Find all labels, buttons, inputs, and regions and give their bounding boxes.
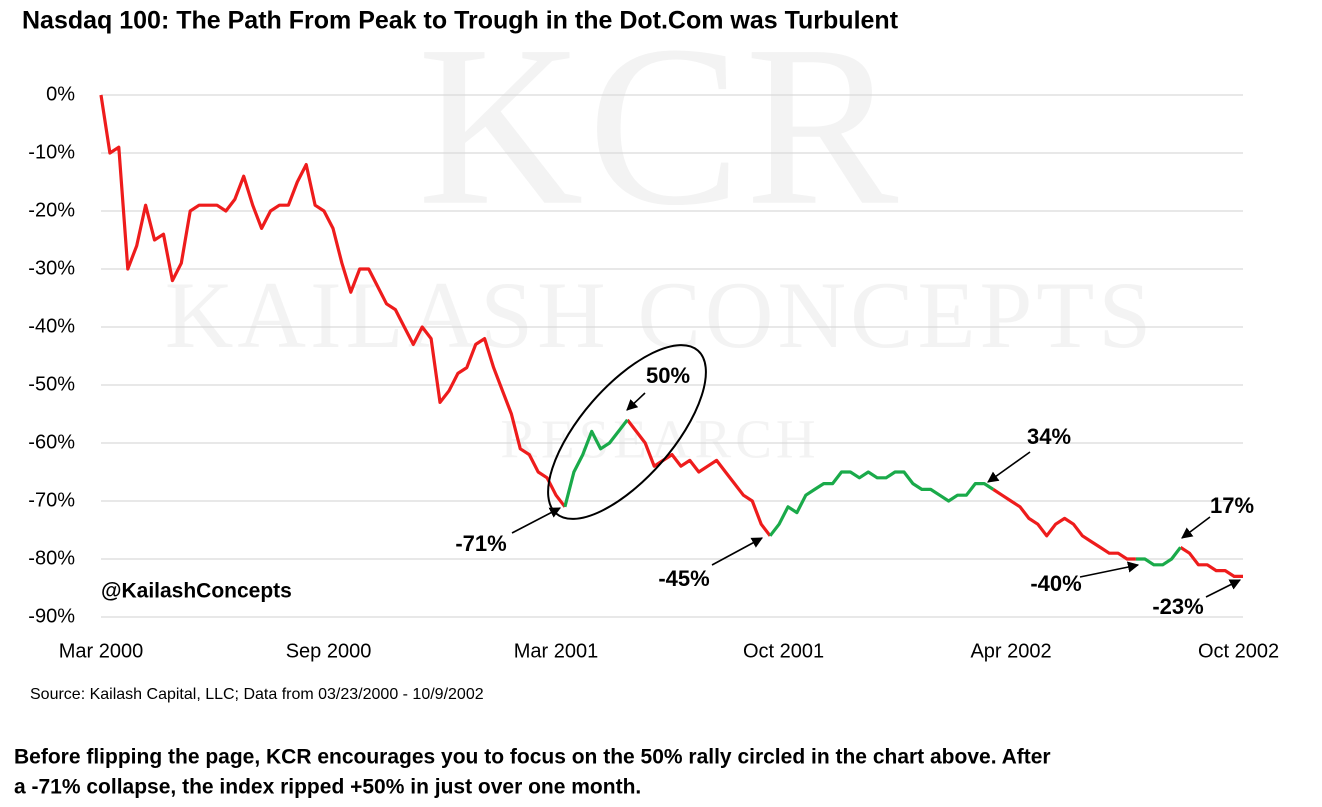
annotation-label: -45% bbox=[658, 566, 709, 591]
note-line: Before flipping the page, KCR encourages… bbox=[14, 746, 1051, 769]
annotation-label: 34% bbox=[1027, 424, 1071, 449]
annotation-arrow bbox=[987, 451, 1031, 483]
y-tick-label: -80% bbox=[28, 547, 75, 569]
y-tick-label: -10% bbox=[28, 141, 75, 163]
series-line bbox=[563, 418, 1182, 567]
chart-title: Nasdaq 100: The Path From Peak to Trough… bbox=[22, 7, 899, 35]
y-tick-label: -40% bbox=[28, 315, 75, 337]
lines bbox=[99, 94, 1243, 578]
y-tick-label: -30% bbox=[28, 257, 75, 279]
annotation-label: -40% bbox=[1030, 571, 1081, 596]
annotation-arrow bbox=[1079, 561, 1140, 578]
y-tick-label: -60% bbox=[28, 431, 75, 453]
annotation-arrow bbox=[1181, 516, 1211, 539]
annotation-label: -71% bbox=[455, 531, 506, 556]
watermark-text: KCR bbox=[418, 0, 903, 253]
x-tick-label: Apr 2002 bbox=[970, 640, 1051, 662]
annotation-arrow bbox=[1205, 579, 1242, 598]
y-tick-label: -90% bbox=[28, 605, 75, 627]
annotations: 50% -71% -45% 34% -40% 17% -23% bbox=[455, 344, 1254, 619]
annotation-arrow bbox=[711, 537, 763, 566]
y-tick-label: 0% bbox=[46, 83, 75, 105]
annotation-label: -23% bbox=[1152, 594, 1203, 619]
handle: @KailashConcepts bbox=[101, 580, 292, 603]
x-tick-label: Oct 2002 bbox=[1198, 640, 1279, 662]
series-line bbox=[99, 94, 1243, 578]
x-tick-label: Sep 2000 bbox=[286, 640, 372, 662]
x-tick-label: Oct 2001 bbox=[743, 640, 824, 662]
watermark-text: KAILASH CONCEPTS bbox=[165, 262, 1155, 368]
grid: 0% -10% -20% -30% -40% -50% -60% -70% -80% -90% Ma… bbox=[28, 83, 1279, 662]
watermark-text: RESEARCH bbox=[500, 409, 819, 470]
y-tick-label: -20% bbox=[28, 199, 75, 221]
annotation-label: 17% bbox=[1210, 493, 1254, 518]
x-tick-label: Mar 2001 bbox=[514, 640, 599, 662]
y-tick-label: -70% bbox=[28, 489, 75, 511]
annotation-arrow bbox=[511, 507, 561, 534]
x-tick-label: Mar 2000 bbox=[59, 640, 144, 662]
source: Source: Kailash Capital, LLC; Data from … bbox=[30, 686, 484, 703]
annotation-arrow bbox=[626, 392, 646, 411]
y-tick-label: -50% bbox=[28, 373, 75, 395]
annotation-label: 50% bbox=[646, 363, 690, 388]
note-line: a -71% collapse, the index ripped +50% i… bbox=[14, 776, 641, 799]
